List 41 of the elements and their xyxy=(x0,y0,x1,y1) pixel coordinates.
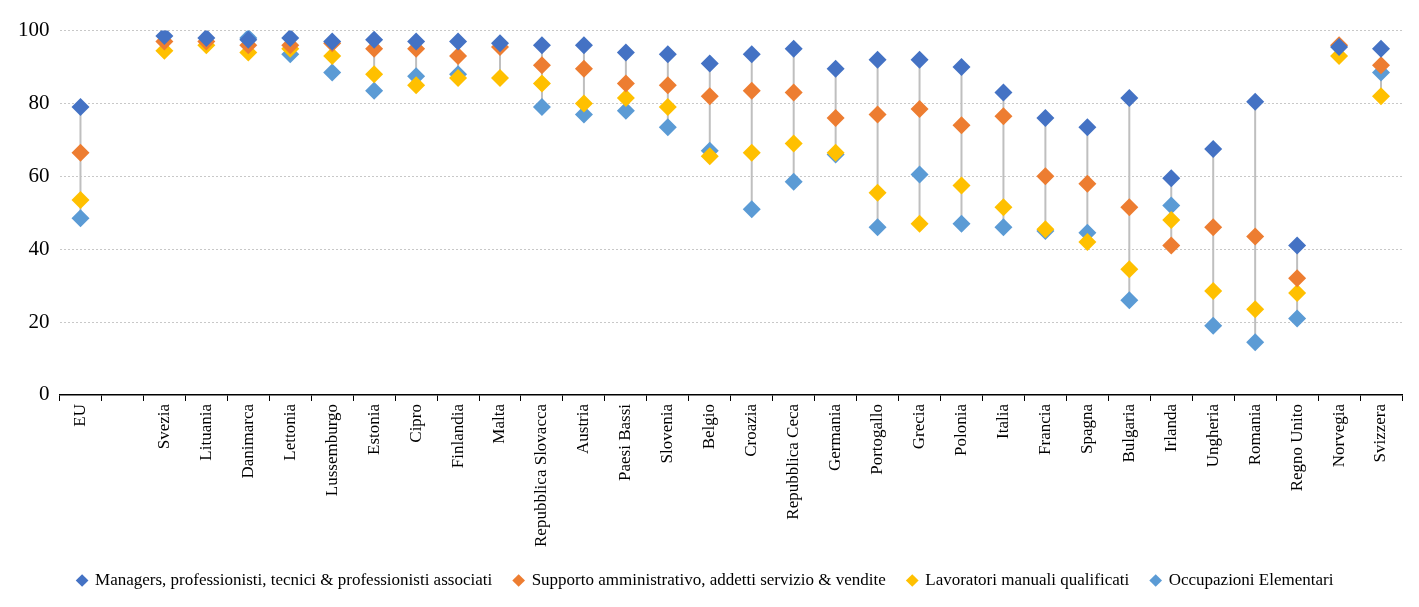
y-tick-label: 0 xyxy=(39,381,50,406)
x-tick-label: Germania xyxy=(825,403,845,471)
x-tick-label: Norvegia xyxy=(1328,403,1348,468)
x-tick-label: Portogallo xyxy=(867,403,887,475)
x-tick-label: Bulgaria xyxy=(1118,403,1138,463)
x-tick-label: Finlandia xyxy=(447,403,467,469)
y-tick-label: 80 xyxy=(28,89,50,114)
x-tick-label: Francia xyxy=(1034,403,1054,455)
x-tick-label: Lituania xyxy=(195,403,215,461)
x-tick-label: Repubblica Ceca xyxy=(783,403,803,520)
x-tick-label: Svezia xyxy=(153,403,173,450)
x-tick-label: Grecia xyxy=(909,403,929,450)
legend-label: Managers, professionisti, tecnici & professionisti associati xyxy=(95,569,493,589)
x-tick-label: EU xyxy=(69,403,89,427)
legend-label: Lavoratori manuali qualificati xyxy=(925,569,1130,589)
y-tick-label: 40 xyxy=(28,235,50,260)
x-tick-label: Romania xyxy=(1244,403,1264,466)
x-tick-label: Italia xyxy=(992,403,1012,439)
x-tick-label: Ungheria xyxy=(1202,403,1222,468)
x-tick-label: Irlanda xyxy=(1160,403,1180,453)
x-tick-label: Croazia xyxy=(741,403,761,457)
x-tick-label: Lettonia xyxy=(279,403,299,461)
x-tick-label: Svizzera xyxy=(1370,403,1390,463)
x-tick-label: Austria xyxy=(573,403,593,455)
x-tick-label: Slovenia xyxy=(657,403,677,464)
x-tick-label: Malta xyxy=(489,403,509,444)
x-tick-label: Estonia xyxy=(363,403,383,455)
y-tick-label: 60 xyxy=(28,162,50,187)
x-tick-label: Spagna xyxy=(1076,403,1096,455)
x-tick-label: Lussemburgo xyxy=(321,403,341,497)
y-tick-label: 100 xyxy=(18,17,50,42)
x-tick-label: Paesi Bassi xyxy=(615,403,635,481)
x-tick-label: Belgio xyxy=(699,403,719,450)
x-tick-label: Polonia xyxy=(950,403,970,456)
y-tick-label: 20 xyxy=(28,308,50,333)
x-tick-label: Danimarca xyxy=(237,403,257,479)
legend-label: Supporto amministrativo, addetti servizio & vendite xyxy=(531,569,886,589)
x-tick-label: Regno Unito xyxy=(1286,403,1306,492)
legend-label: Occupazioni Elementari xyxy=(1168,569,1334,589)
x-tick-label: Repubblica Slovacca xyxy=(531,403,551,547)
x-tick-label: Cipro xyxy=(405,403,425,443)
